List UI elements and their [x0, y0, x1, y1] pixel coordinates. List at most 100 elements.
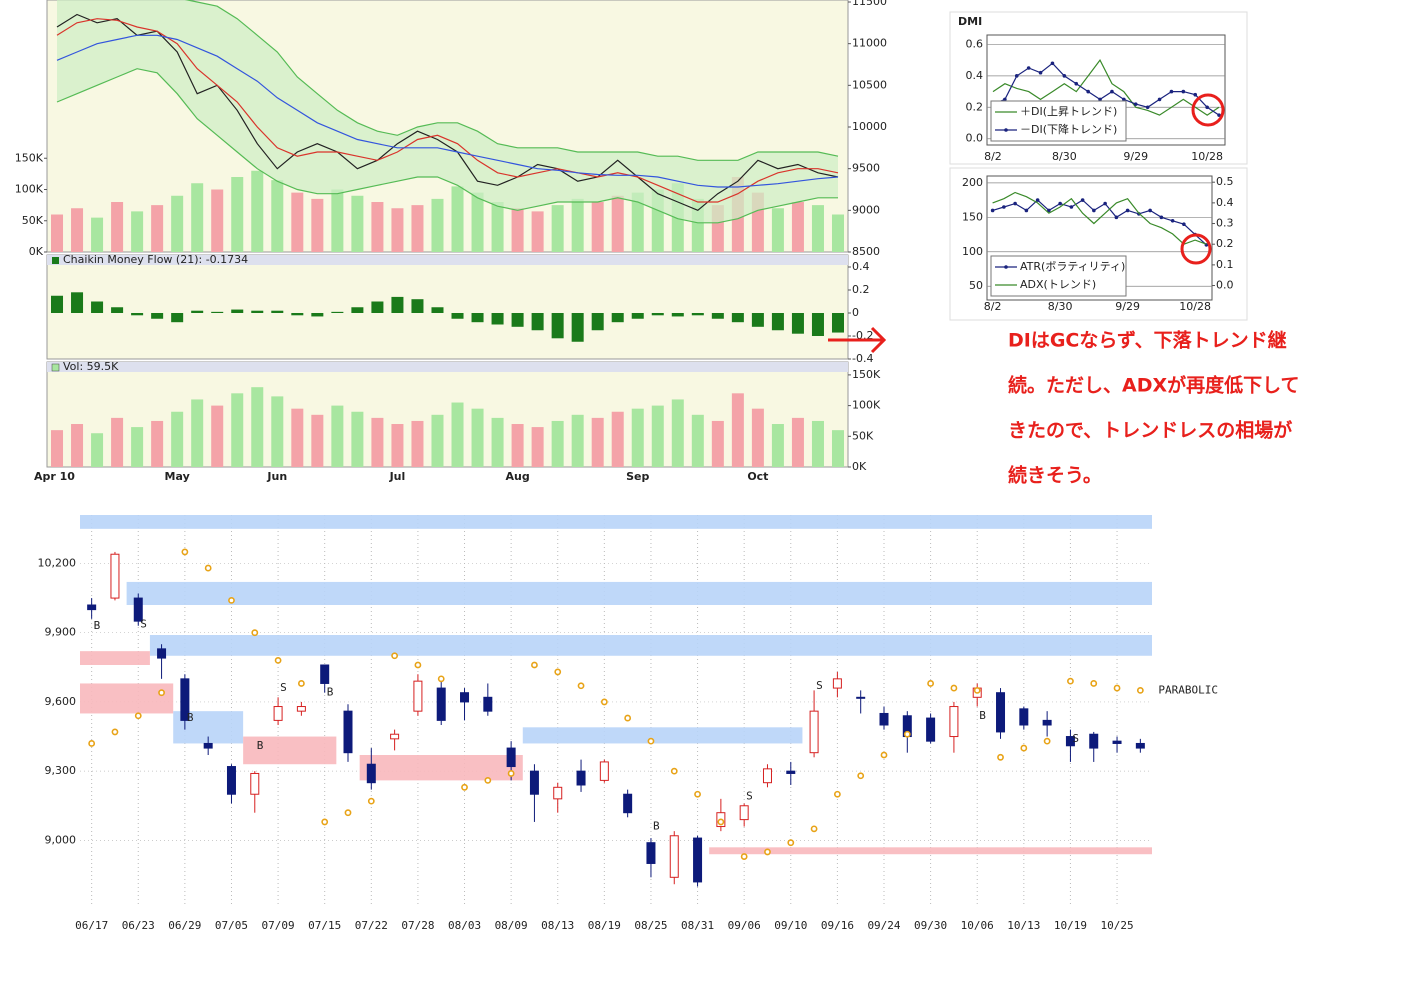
y-tick-label: 200 — [962, 176, 983, 189]
legend-marker — [1004, 128, 1008, 132]
parabolic-dot — [950, 684, 958, 692]
parabolic-dot — [251, 629, 259, 637]
y-tick-label: 50K — [22, 214, 44, 227]
x-tick-label: 08/31 — [681, 919, 714, 932]
y-tick-label: 9,000 — [45, 833, 77, 846]
parabolic-dot — [787, 839, 795, 847]
bar — [671, 399, 684, 467]
candle-body — [926, 717, 936, 742]
series-marker — [1092, 208, 1096, 213]
series-marker — [1159, 215, 1164, 220]
bar — [131, 211, 144, 252]
bar — [811, 205, 824, 252]
bar — [51, 430, 64, 467]
price-zone — [522, 727, 803, 744]
bar — [91, 433, 104, 467]
candle-body — [879, 712, 889, 726]
series-marker — [1122, 97, 1126, 102]
signal-label: S — [1072, 732, 1079, 745]
signal-label: B — [187, 711, 194, 724]
bar — [331, 189, 344, 252]
parabolic-dot — [833, 790, 841, 798]
series-marker — [1125, 208, 1130, 213]
series-marker — [1098, 97, 1102, 102]
series-marker — [1002, 205, 1006, 209]
x-tick-label: 08/03 — [448, 919, 481, 932]
bar — [471, 408, 484, 467]
price-zone — [359, 755, 523, 781]
bar — [531, 427, 544, 467]
bar — [551, 205, 564, 252]
series-marker — [1170, 218, 1175, 223]
candle-body — [157, 648, 167, 659]
parabolic-dot — [1067, 677, 1074, 685]
y-tick-label: 9,900 — [45, 626, 77, 639]
series-line — [56, 68, 838, 224]
x-tick-label: 09/16 — [821, 919, 854, 932]
candle-body — [1135, 742, 1145, 749]
series-marker — [1205, 105, 1209, 110]
x-tick-label: 8/2 — [984, 300, 1002, 313]
bar — [291, 313, 304, 316]
parabolic-dot — [670, 767, 678, 775]
bar — [591, 313, 604, 331]
x-tick-label: 07/15 — [308, 919, 341, 932]
x-tick-label: 09/06 — [728, 919, 761, 932]
y-tick-label: 50K — [852, 429, 874, 442]
bar — [391, 424, 404, 467]
bar — [151, 205, 164, 252]
bar — [631, 408, 644, 467]
bar — [71, 292, 84, 313]
price-zone — [80, 515, 1152, 529]
bar — [471, 192, 484, 252]
parabolic-dot — [717, 818, 725, 826]
candle-body — [296, 706, 306, 712]
y2-tick-label: 11000 — [852, 37, 887, 50]
y-tick-label: 0.0 — [966, 132, 984, 145]
bar — [651, 313, 664, 316]
bar — [431, 414, 444, 467]
candle-body — [343, 710, 353, 754]
y-tick-label: 9,300 — [45, 764, 77, 777]
bar — [651, 405, 664, 467]
x-tick-label: Apr 10 — [34, 470, 75, 483]
candle-body — [226, 766, 236, 795]
candle-body — [786, 770, 796, 774]
x-tick-label: 10/28 — [1179, 300, 1211, 313]
bar — [511, 313, 524, 327]
price-zone — [709, 847, 1152, 855]
signal-label: B — [979, 709, 986, 722]
bar — [71, 424, 84, 467]
bar — [271, 396, 284, 467]
series-marker — [1035, 198, 1040, 202]
y-tick-label: 10,200 — [38, 556, 77, 569]
bar — [831, 430, 844, 467]
parabolic-dot — [764, 848, 771, 856]
candle-body — [87, 604, 97, 611]
arrow-head — [870, 326, 887, 354]
signal-label: S — [816, 679, 823, 692]
x-tick-label: 10/28 — [1191, 150, 1223, 163]
annotation-line: 続きそう。 — [1008, 464, 1102, 487]
bar — [151, 313, 164, 319]
bar — [791, 417, 804, 467]
signal-label: S — [746, 790, 753, 803]
bar — [151, 420, 164, 467]
chart-title: Vol: 59.5K — [63, 360, 119, 373]
x-tick-label: 09/10 — [774, 919, 807, 932]
bar — [91, 217, 104, 252]
candle-body — [669, 835, 679, 878]
y-tick-label: 100K — [852, 399, 881, 412]
price-zone — [243, 736, 337, 765]
legend-box — [990, 255, 1127, 297]
series-marker — [1062, 74, 1067, 78]
candle-body — [693, 837, 703, 883]
x-tick-label: 10/19 — [1054, 919, 1087, 932]
signal-label: S — [140, 618, 147, 631]
parabolic-dot — [810, 825, 818, 833]
bar — [511, 424, 524, 467]
candle-body — [506, 747, 516, 768]
x-tick-label: 9/29 — [1115, 300, 1140, 313]
parabolic-dot — [1113, 684, 1121, 692]
x-tick-label: Aug — [505, 470, 529, 483]
